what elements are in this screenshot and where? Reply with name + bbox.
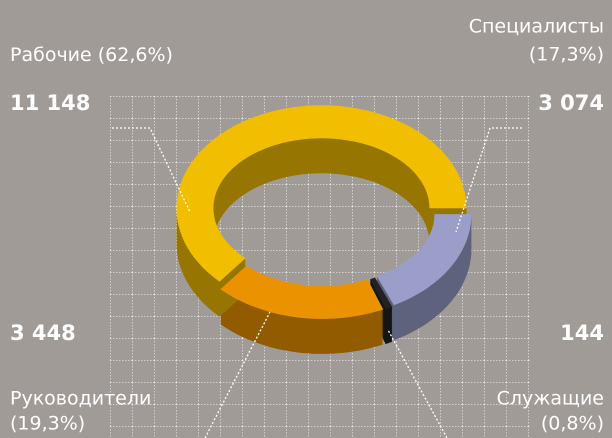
wedge-side — [176, 106, 467, 317]
value-label: (62,6%) — [98, 44, 173, 66]
category-label: Рабочие — [10, 44, 92, 66]
category-label: Руководители — [10, 388, 151, 410]
donut — [176, 105, 472, 354]
leader-line — [455, 127, 522, 233]
label-workers: Рабочие (62,6%) — [10, 44, 173, 66]
value-label: (17,3%) — [529, 44, 604, 66]
leader-line — [112, 127, 191, 213]
count-label: 144 — [560, 321, 604, 345]
leader-lines — [112, 127, 522, 438]
wedge — [220, 265, 384, 319]
leader-line — [387, 329, 448, 438]
value-label: (19,3%) — [10, 413, 85, 435]
wedge — [176, 105, 467, 282]
category-label: Специалисты — [469, 16, 604, 38]
value-label: (0,8%) — [541, 413, 604, 435]
wedge — [370, 277, 393, 310]
count-label: 3 074 — [538, 91, 604, 115]
count-label: 11 148 — [10, 91, 90, 115]
category-label: Служащие — [497, 388, 604, 410]
wedge — [376, 214, 472, 306]
count-label: 3 448 — [10, 321, 76, 345]
